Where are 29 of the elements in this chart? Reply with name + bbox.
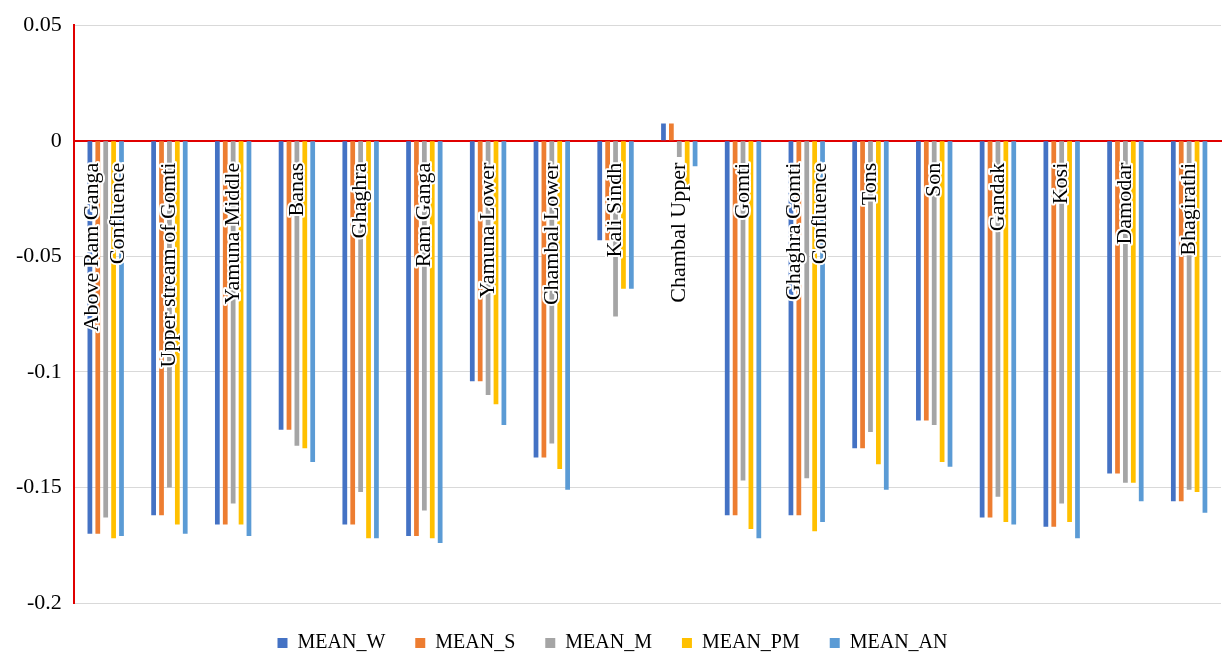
y-tick-label: -0.2 — [27, 588, 62, 614]
x-tick-label: Above Ram Ganga Confluence — [78, 162, 130, 332]
y-tick-label: -0.15 — [16, 473, 62, 499]
x-tick-label: Chambal Lower — [537, 162, 563, 306]
x-tick-label: Banas — [282, 162, 308, 217]
x-tick-label: Tons — [856, 162, 882, 206]
x-tick-label: Gandak — [983, 162, 1009, 232]
x-tick-label: Ghaghra Gomti Confluence — [779, 162, 831, 301]
x-tick-label: Ghaghra — [346, 162, 372, 239]
x-tick-label: Gomti — [728, 162, 754, 219]
x-tick-label: Son — [919, 162, 945, 198]
x-tick-label: Damodar — [1111, 162, 1137, 245]
x-tick-label: Kosi — [1047, 162, 1073, 205]
x-tick-label: Yamuna Lower — [473, 162, 499, 299]
x-tick-label: Upper stream of Gomti — [155, 162, 181, 368]
legend-label: MEAN_W — [297, 630, 386, 653]
x-tick-label: Yamuna Middle — [218, 162, 244, 305]
y-tick-label: -0.1 — [27, 357, 62, 383]
legend-label: MEAN_M — [565, 630, 653, 653]
legend-label: MEAN_S — [435, 630, 516, 653]
legend-label: MEAN_AN — [849, 630, 948, 653]
x-tick-label: Kali Sindh — [601, 162, 627, 258]
y-tick-label: 0 — [50, 126, 62, 152]
x-tick-label: Chambal Upper — [665, 162, 691, 303]
x-tick-label: Ram Ganga — [410, 162, 436, 268]
legend-label: MEAN_PM — [701, 630, 800, 653]
x-tick-label: Bhagirathi — [1174, 162, 1200, 256]
y-tick-label: -0.05 — [16, 242, 62, 268]
y-tick-label: 0.05 — [23, 10, 62, 36]
